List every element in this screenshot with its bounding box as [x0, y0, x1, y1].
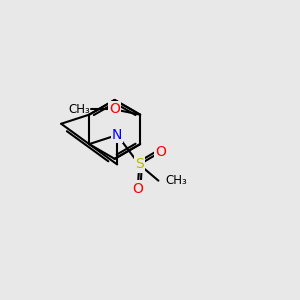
Text: CH₃: CH₃ [68, 103, 90, 116]
Text: N: N [112, 128, 122, 142]
Text: O: O [155, 145, 166, 159]
Text: O: O [109, 102, 120, 116]
Text: S: S [135, 158, 144, 172]
Text: O: O [132, 182, 143, 196]
Text: CH₃: CH₃ [166, 174, 188, 187]
